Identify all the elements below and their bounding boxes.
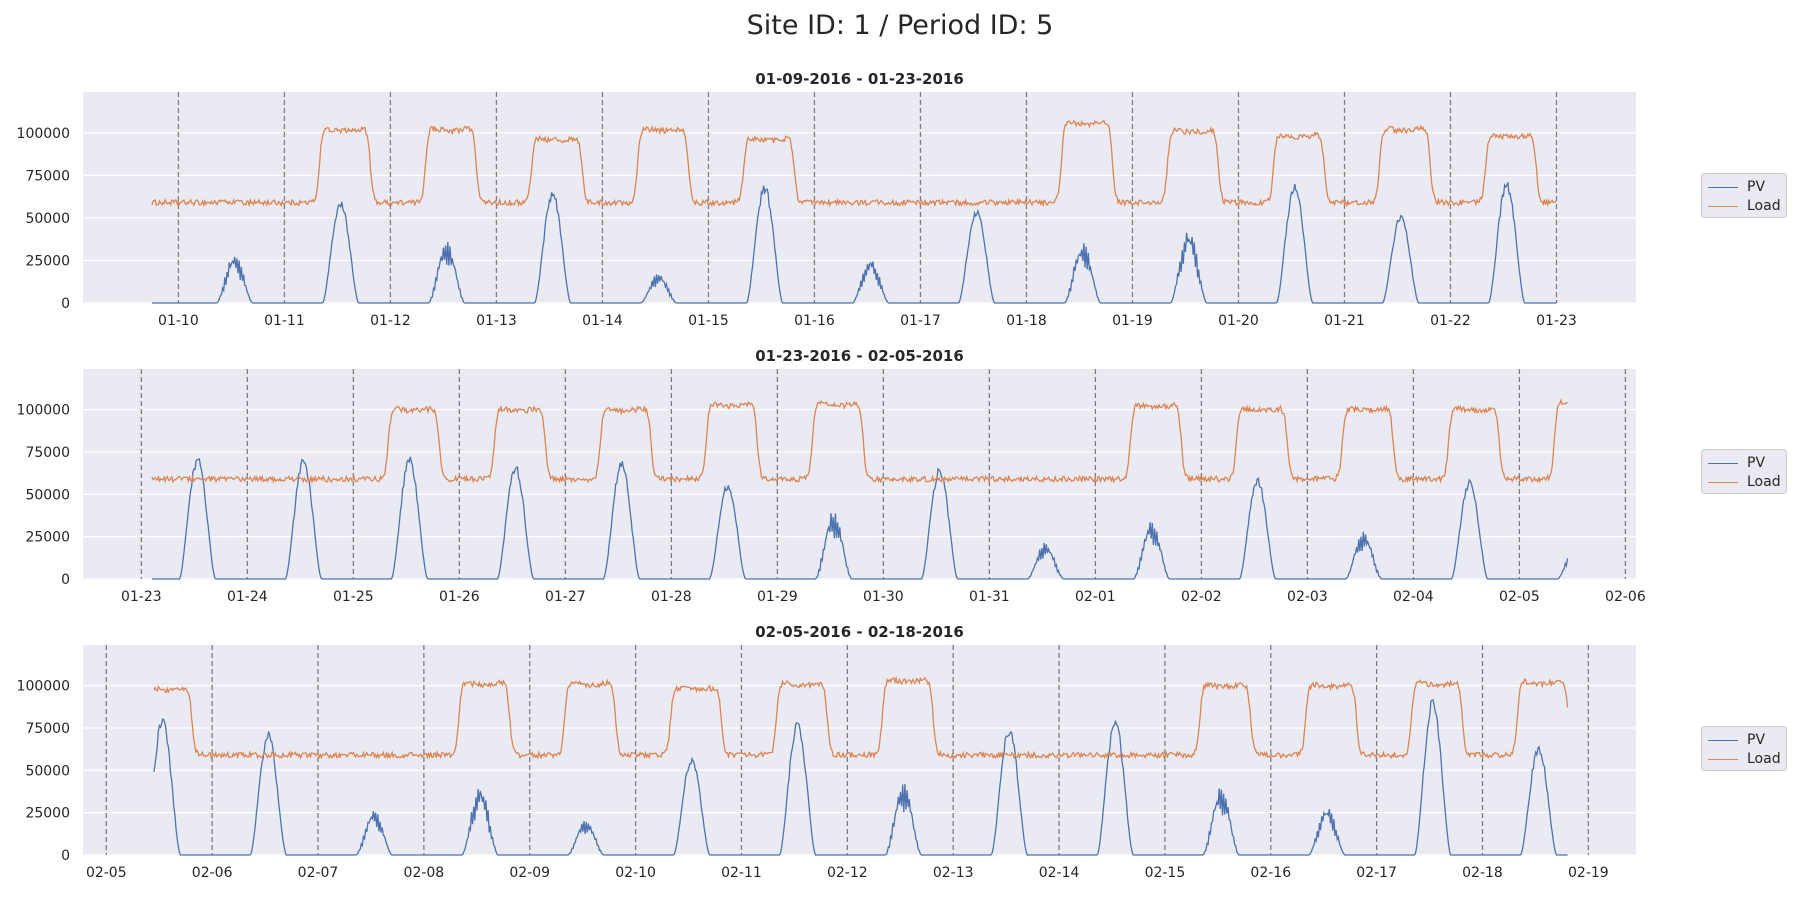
x-tick-label: 02-09 [509, 865, 550, 881]
legend-label: Load [1747, 198, 1781, 214]
x-tick-label: 01-20 [1218, 313, 1259, 329]
x-tick-label: 01-15 [688, 313, 729, 329]
legend-swatch [1708, 462, 1738, 464]
x-tick-label: 01-28 [651, 589, 692, 605]
x-tick-label: 01-22 [1430, 313, 1471, 329]
y-tick-label: 100000 [17, 403, 70, 419]
legend-swatch [1708, 186, 1738, 188]
series-line-load [153, 675, 1569, 760]
x-tick-label: 02-02 [1181, 589, 1222, 605]
chart-panel-3: 0 25000 50000 75000 100000 02-05 02-06 02-07 02-… [17, 623, 1636, 881]
plot-area [83, 92, 1636, 303]
x-tick-label: 02-05 [86, 865, 127, 881]
legend-swatch [1708, 205, 1738, 207]
legend-label: Load [1747, 751, 1781, 767]
legend-swatch [1708, 739, 1738, 741]
x-tick-label: 01-21 [1324, 313, 1365, 329]
series-line-load [151, 398, 1568, 485]
series-line-pv [151, 182, 1557, 304]
x-tick-label: 01-17 [900, 313, 941, 329]
legend-label: PV [1747, 179, 1766, 195]
legend-entry-pv: PV [1708, 178, 1765, 196]
chart-panel-1: 0 25000 50000 75000 100000 01-10 01-11 01-12 01-… [17, 70, 1636, 329]
legend-entry-pv: PV [1708, 731, 1765, 749]
x-tick-label: 02-18 [1462, 865, 1503, 881]
x-tick-label: 01-12 [370, 313, 411, 329]
legend: PV Load [1701, 726, 1787, 771]
x-tick-label: 01-10 [158, 313, 199, 329]
x-tick-label: 02-06 [192, 865, 233, 881]
x-tick-label: 01-23 [1536, 313, 1577, 329]
x-tick-label: 01-24 [227, 589, 268, 605]
panel-title: 01-09-2016 - 01-23-2016 [755, 70, 964, 88]
y-tick-label: 0 [61, 848, 70, 864]
y-tick-label: 50000 [25, 763, 70, 779]
panel-title: 02-05-2016 - 02-18-2016 [755, 623, 964, 641]
legend-entry-pv: PV [1708, 454, 1765, 472]
y-tick-label: 0 [61, 572, 70, 588]
x-tick-label: 01-19 [1112, 313, 1153, 329]
y-tick-label: 75000 [25, 721, 70, 737]
legend-swatch [1708, 481, 1738, 483]
y-tick-label: 75000 [25, 168, 70, 184]
x-tick-label: 01-26 [439, 589, 480, 605]
y-tick-label: 25000 [25, 806, 70, 822]
x-tick-label: 02-11 [721, 865, 762, 881]
x-tick-label: 01-25 [333, 589, 374, 605]
x-tick-label: 01-18 [1006, 313, 1047, 329]
x-tick-label: 02-17 [1356, 865, 1397, 881]
legend-entry-load: Load [1708, 197, 1781, 215]
x-tick-label: 01-23 [121, 589, 162, 605]
x-tick-label: 02-08 [404, 865, 445, 881]
legend-label: PV [1747, 455, 1766, 471]
y-tick-label: 100000 [17, 679, 70, 695]
x-tick-label: 01-16 [794, 313, 835, 329]
x-tick-label: 01-13 [476, 313, 517, 329]
chart-panel-2: 0 25000 50000 75000 100000 01-23 01-24 01-25 01-… [17, 347, 1646, 605]
legend-entry-load: Load [1708, 750, 1781, 768]
x-tick-label: 02-01 [1075, 589, 1116, 605]
series-line-load [151, 119, 1557, 208]
x-tick-label: 02-07 [298, 865, 339, 881]
y-tick-label: 100000 [17, 126, 70, 142]
legend-swatch [1708, 758, 1738, 760]
figure-title: Site ID: 1 / Period ID: 5 [746, 10, 1054, 41]
plot-area [83, 645, 1636, 855]
plot-area [83, 369, 1636, 579]
y-tick-label: 0 [61, 296, 70, 312]
x-tick-label: 01-11 [264, 313, 305, 329]
y-tick-label: 75000 [25, 445, 70, 461]
y-tick-label: 50000 [25, 487, 70, 503]
y-tick-label: 25000 [25, 530, 70, 546]
x-tick-label: 02-16 [1250, 865, 1291, 881]
legend: PV Load [1701, 173, 1787, 218]
panel-title: 01-23-2016 - 02-05-2016 [755, 347, 964, 365]
x-tick-label: 02-13 [933, 865, 974, 881]
x-tick-label: 01-31 [969, 589, 1010, 605]
x-tick-label: 02-05 [1499, 589, 1540, 605]
x-tick-label: 02-12 [827, 865, 868, 881]
legend-entry-load: Load [1708, 473, 1781, 491]
y-tick-label: 25000 [25, 253, 70, 269]
x-tick-label: 01-30 [863, 589, 904, 605]
legend: PV Load [1701, 449, 1787, 494]
y-tick-label: 50000 [25, 211, 70, 227]
x-tick-label: 02-04 [1393, 589, 1434, 605]
legend-label: Load [1747, 474, 1781, 490]
x-tick-label: 01-29 [757, 589, 798, 605]
x-tick-label: 02-06 [1605, 589, 1646, 605]
x-tick-label: 01-27 [545, 589, 586, 605]
x-tick-label: 02-10 [615, 865, 656, 881]
x-tick-label: 02-15 [1145, 865, 1186, 881]
x-tick-label: 02-14 [1039, 865, 1080, 881]
x-tick-label: 02-03 [1287, 589, 1328, 605]
legend-label: PV [1747, 732, 1766, 748]
x-tick-label: 01-14 [582, 313, 623, 329]
series-line-pv [153, 699, 1568, 856]
series-line-pv [151, 456, 1569, 580]
x-tick-label: 02-19 [1568, 865, 1609, 881]
